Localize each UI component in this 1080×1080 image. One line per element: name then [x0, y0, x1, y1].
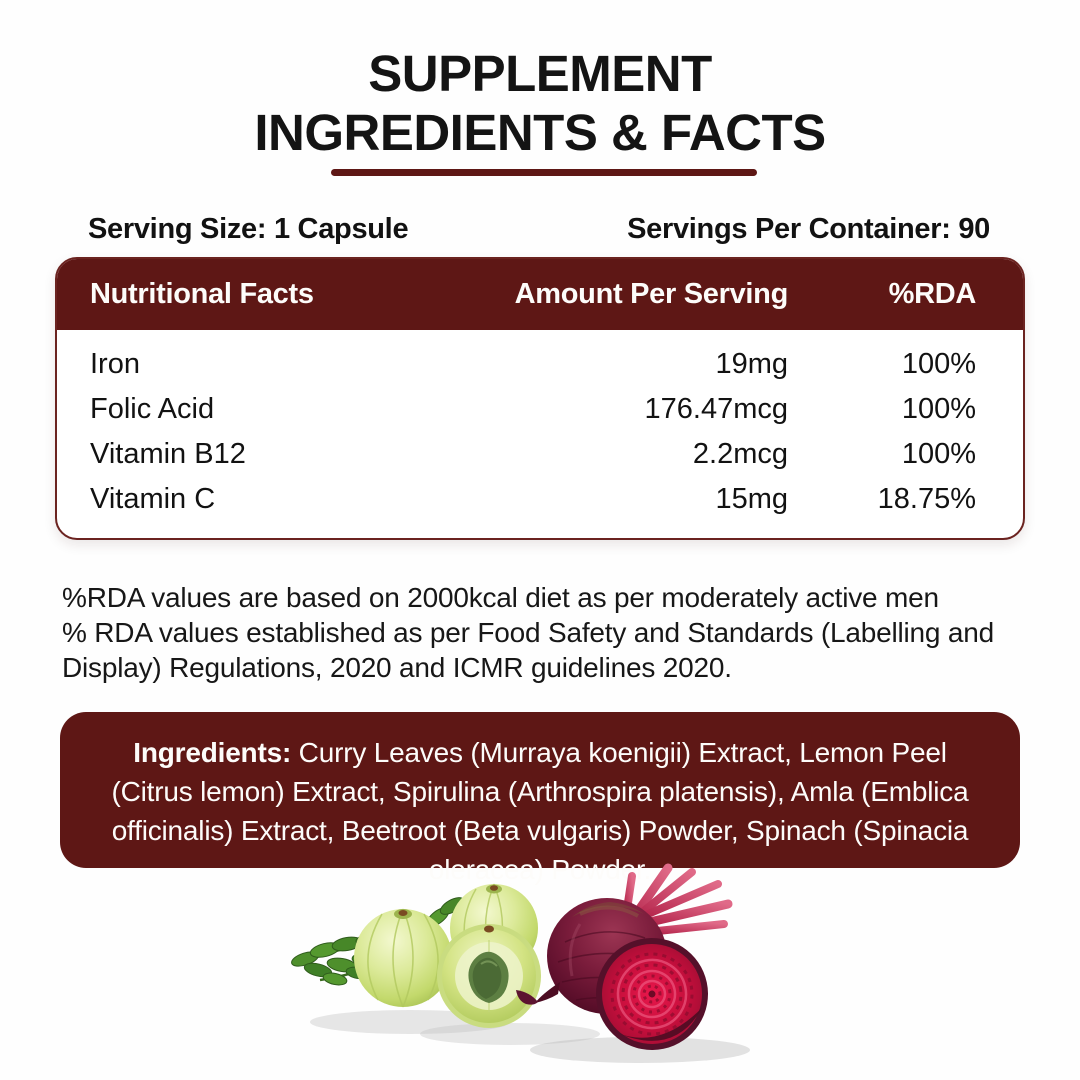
nutritional-facts-table: Nutritional Facts Amount Per Serving %RD…: [55, 257, 1025, 540]
nutrient-amount: 19mg: [715, 348, 788, 380]
nutrient-rda: 100%: [901, 393, 976, 425]
facts-table-header: Nutritional Facts Amount Per Serving %RD…: [57, 259, 1023, 330]
shadow: [310, 1010, 750, 1063]
ingredients-label: Ingredients:: [133, 737, 292, 768]
table-row-iron: Iron 19mg 100%: [90, 342, 976, 387]
title-underline: [331, 169, 757, 176]
nutrient-name: Vitamin C: [90, 483, 216, 515]
nutrient-amount: 15mg: [715, 483, 788, 515]
rda-footnotes: %RDA values are based on 2000kcal diet a…: [62, 580, 1014, 685]
facts-table-body: Iron 19mg 100% Folic Acid 176.47mcg 100%…: [57, 330, 1023, 522]
header-nutritional-facts: Nutritional Facts: [90, 278, 314, 310]
rda-footnote-line1: %RDA values are based on 2000kcal diet a…: [62, 582, 939, 613]
serving-info-row: Serving Size: 1 Capsule Servings Per Con…: [88, 213, 990, 246]
serving-size-label: Serving Size: 1 Capsule: [88, 213, 409, 245]
table-row-folic-acid: Folic Acid 176.47mcg 100%: [90, 387, 976, 432]
nutrient-amount: 2.2mcg: [692, 438, 788, 470]
header-amount-per-serving: Amount Per Serving: [514, 278, 789, 310]
rda-footnote-line2: % RDA values established as per Food Saf…: [62, 617, 994, 683]
ingredients-text: Ingredients: Curry Leaves (Murraya koeni…: [98, 733, 982, 889]
nutrient-name: Folic Acid: [90, 393, 215, 425]
nutrient-rda: 100%: [901, 348, 976, 380]
page-title-line2: INGREDIENTS & FACTS: [254, 104, 826, 161]
nutrient-name: Iron: [90, 348, 140, 380]
nutrient-name: Vitamin B12: [90, 438, 246, 470]
ingredients-box: Ingredients: Curry Leaves (Murraya koeni…: [60, 712, 1020, 885]
page-title: SUPPLEMENT INGREDIENTS & FACTS: [0, 44, 1080, 162]
amla-icon: [354, 908, 452, 1008]
amla-beetroot-illustration: [291, 863, 750, 1063]
header-rda: %RDA: [888, 278, 977, 310]
table-row-vitamin-c: Vitamin C 15mg 18.75%: [90, 477, 976, 522]
servings-per-container-label: Servings Per Container: 90: [627, 213, 990, 245]
ingredients-list: Curry Leaves (Murraya koenigii) Extract,…: [111, 737, 969, 885]
beetroot-half-icon: [596, 938, 708, 1050]
nutrient-rda: 100%: [901, 438, 976, 470]
page-title-line1: SUPPLEMENT: [368, 45, 712, 102]
amla-half-icon: [437, 924, 541, 1028]
nutrient-amount: 176.47mcg: [644, 393, 789, 425]
table-row-vitamin-b12: Vitamin B12 2.2mcg 100%: [90, 432, 976, 477]
nutrient-rda: 18.75%: [877, 483, 976, 515]
